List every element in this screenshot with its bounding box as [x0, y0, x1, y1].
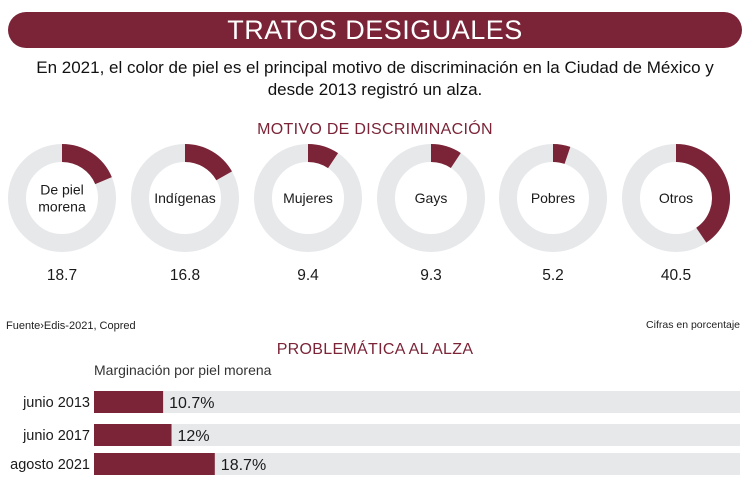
donut-slice-3 — [307, 144, 339, 169]
donut-value-label: 9.4 — [297, 267, 319, 284]
donut-value-label: 9.3 — [420, 267, 442, 284]
bar — [94, 453, 215, 475]
bar-category-label: junio 2013 — [22, 395, 90, 411]
bar-category-label: agosto 2021 — [10, 457, 90, 473]
bar-track — [94, 391, 740, 413]
donut-5: Pobres 5.2 — [499, 144, 607, 284]
donut-label: Pobres — [531, 190, 575, 206]
unit-note: Cifras en porcentaje — [646, 319, 740, 331]
subtitle: En 2021, el color de piel es el principa… — [0, 57, 750, 101]
donut-label: Indígenas — [154, 190, 216, 206]
donut-value-label: 16.8 — [170, 267, 200, 284]
donut-label: De piel — [40, 182, 84, 198]
donut-value-label: 5.2 — [542, 267, 564, 284]
source-note: Fuente›Edis-2021, Copred — [6, 320, 136, 332]
bar-row-3: agosto 2021 18.7% — [10, 453, 740, 475]
donut-label: Gays — [415, 190, 448, 206]
bar-track — [94, 424, 740, 446]
donut-slice-2 — [184, 144, 232, 181]
bar — [94, 424, 172, 446]
donut-label: morena — [38, 199, 86, 215]
donut-chart-title: MOTIVO DE DISCRIMINACIÓN — [257, 121, 493, 138]
donut-slice-4 — [430, 144, 461, 169]
bar-value-label: 10.7% — [169, 395, 214, 412]
donut-slice-5 — [552, 144, 571, 165]
bar-row-1: junio 2013 10.7% — [22, 391, 740, 413]
subtitle-line-2: desde 2013 registró un alza. — [267, 80, 483, 99]
bar — [94, 391, 164, 413]
bar-value-label: 18.7% — [221, 457, 266, 474]
bar-chart-title: PROBLEMÁTICA AL ALZA — [276, 341, 474, 358]
donut-value-label: 18.7 — [47, 267, 77, 284]
donut-4: Gays 9.3 — [377, 144, 485, 284]
donut-slice-6 — [675, 144, 730, 243]
page-title: TRATOS DESIGUALES — [227, 14, 523, 45]
bar-series-name: Marginación por piel morena — [94, 362, 272, 378]
subtitle-line-1: En 2021, el color de piel es el principa… — [36, 58, 714, 77]
donut-label: Otros — [659, 190, 693, 206]
donut-label: Mujeres — [283, 190, 333, 206]
bar-track — [94, 453, 740, 475]
donut-2: Indígenas 16.8 — [131, 144, 239, 284]
bar-category-label: junio 2017 — [22, 428, 90, 444]
title-banner: TRATOS DESIGUALES — [8, 12, 742, 48]
donut-3: Mujeres 9.4 — [254, 144, 362, 284]
bar-row-2: junio 2017 12% — [22, 424, 740, 446]
donut-6: Otros 40.5 — [622, 144, 730, 284]
bar-chart: junio 2013 10.7% junio 2017 12% agosto 2021 1… — [10, 391, 740, 475]
donut-value-label: 40.5 — [661, 267, 691, 284]
bar-value-label: 12% — [178, 428, 210, 445]
donut-slice-1 — [61, 144, 112, 185]
